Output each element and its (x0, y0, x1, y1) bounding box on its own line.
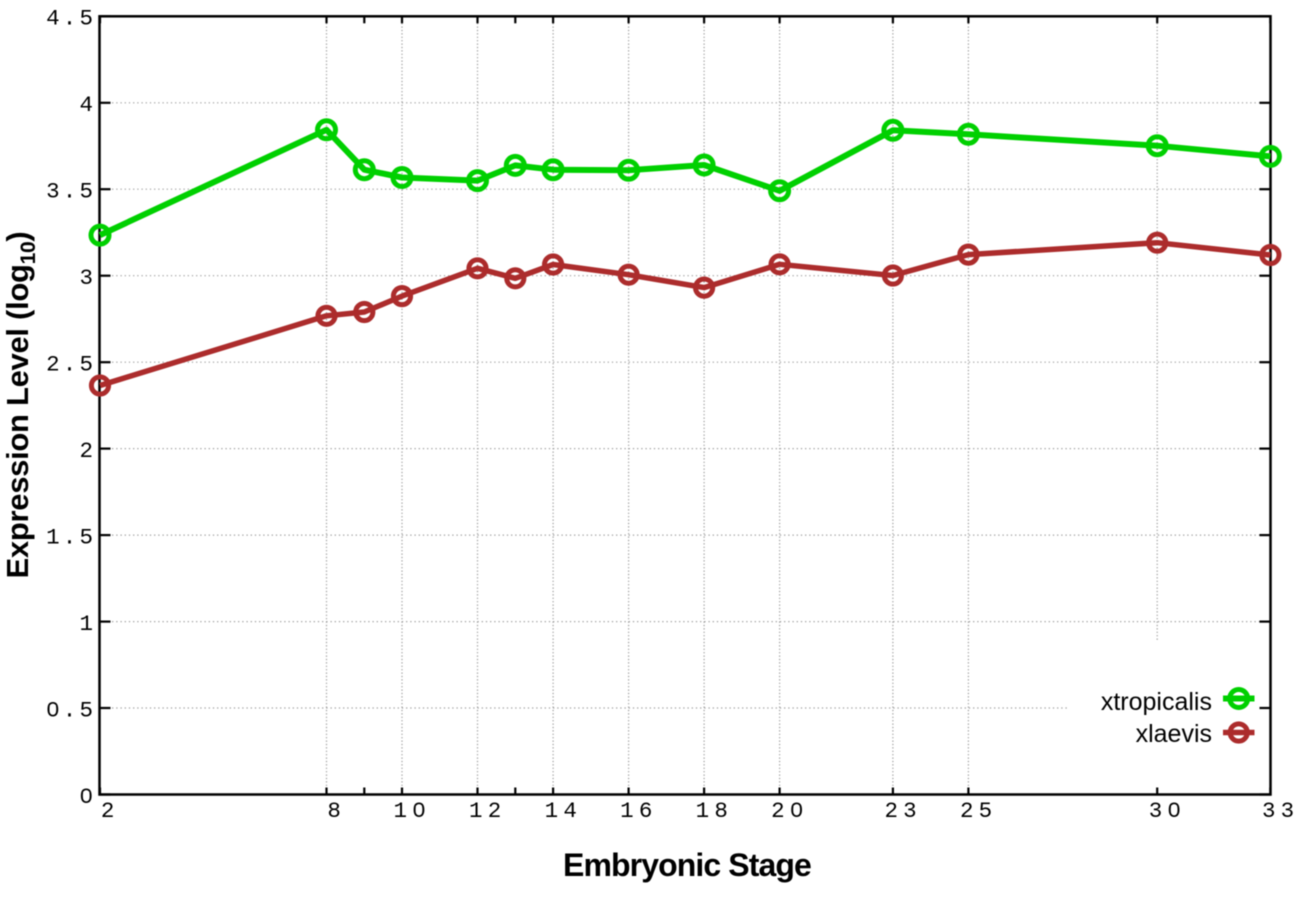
svg-text:23: 23 (884, 798, 921, 824)
svg-text:1: 1 (79, 611, 96, 637)
svg-text:8: 8 (327, 798, 346, 824)
svg-text:12: 12 (469, 798, 506, 824)
svg-text:2.5: 2.5 (46, 352, 96, 378)
svg-text:Expression Level (log10): Expression Level (log10) (0, 232, 40, 579)
svg-text:25: 25 (960, 798, 997, 824)
svg-text:16: 16 (620, 798, 657, 824)
svg-text:3.5: 3.5 (46, 179, 96, 205)
svg-text:30: 30 (1149, 798, 1186, 824)
svg-text:14: 14 (545, 798, 582, 824)
svg-text:18: 18 (696, 798, 733, 824)
svg-text:1.5: 1.5 (46, 525, 96, 551)
svg-text:33: 33 (1262, 798, 1296, 824)
svg-text:4.5: 4.5 (46, 6, 96, 32)
svg-text:20: 20 (771, 798, 808, 824)
svg-text:4: 4 (79, 92, 96, 118)
svg-text:10: 10 (394, 798, 431, 824)
svg-text:2: 2 (101, 798, 120, 824)
svg-text:Embryonic Stage: Embryonic Stage (563, 847, 811, 883)
svg-text:3: 3 (79, 265, 96, 291)
svg-text:xtropicalis: xtropicalis (1101, 688, 1212, 716)
svg-text:xlaevis: xlaevis (1136, 720, 1212, 748)
svg-text:2: 2 (79, 438, 96, 464)
